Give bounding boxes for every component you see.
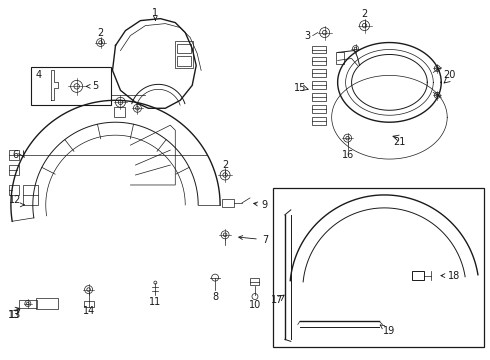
Text: 16: 16 <box>342 150 354 160</box>
Bar <box>413 271 424 280</box>
Text: 15: 15 <box>294 84 306 93</box>
Text: 2: 2 <box>222 160 228 170</box>
Bar <box>222 199 234 207</box>
Bar <box>23 185 38 205</box>
Bar <box>9 185 19 195</box>
Bar <box>175 41 193 68</box>
Bar <box>312 69 326 77</box>
Text: 4: 4 <box>36 71 42 80</box>
Bar <box>114 107 125 117</box>
Bar <box>9 165 19 175</box>
Bar <box>177 57 191 67</box>
Bar <box>250 278 259 285</box>
Bar <box>312 105 326 113</box>
Text: 20: 20 <box>443 71 455 80</box>
Bar <box>31 67 111 105</box>
Text: 10: 10 <box>249 300 261 310</box>
Text: 21: 21 <box>393 137 406 147</box>
Bar <box>312 81 326 89</box>
Bar <box>312 58 326 66</box>
Bar <box>177 44 191 54</box>
Text: 5: 5 <box>86 81 98 91</box>
Text: 1: 1 <box>152 8 158 21</box>
Text: 7: 7 <box>239 235 268 245</box>
Text: 13: 13 <box>8 310 20 320</box>
Bar <box>312 93 326 101</box>
Text: 14: 14 <box>82 306 95 316</box>
Text: 12: 12 <box>9 195 21 205</box>
Bar <box>84 301 94 306</box>
Text: 8: 8 <box>212 292 218 302</box>
Bar <box>312 117 326 125</box>
Text: 2: 2 <box>362 9 368 19</box>
Bar <box>336 53 343 64</box>
Text: 19: 19 <box>380 325 395 336</box>
Text: 2: 2 <box>98 28 104 37</box>
Text: 11: 11 <box>149 297 162 306</box>
Text: 3: 3 <box>305 31 311 41</box>
Text: 9: 9 <box>254 200 268 210</box>
Text: 13: 13 <box>9 310 21 320</box>
Bar <box>19 300 37 307</box>
Text: 6: 6 <box>13 150 19 160</box>
Bar <box>312 45 326 54</box>
Bar <box>273 188 484 347</box>
Bar <box>9 150 19 160</box>
Bar <box>36 298 58 310</box>
Text: 18: 18 <box>441 271 460 281</box>
Text: 17: 17 <box>270 294 283 305</box>
